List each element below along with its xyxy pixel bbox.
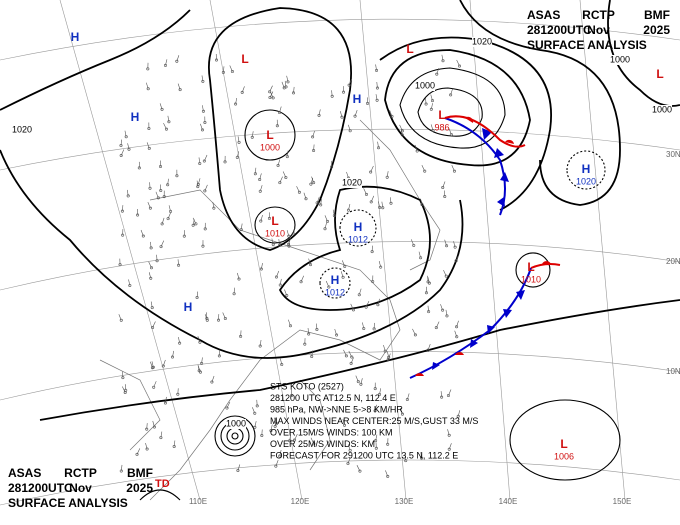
pressure-center-symbol: H [131,110,140,124]
isobar-label: 1000 [652,104,672,114]
storm-info-line: MAX WINDS NEAR CENTER:25 M/S,GUST 33 M/S [270,416,478,426]
header-text: RCTP [582,8,615,22]
pressure-center-symbol: L [241,52,248,66]
pressure-center-value: 986 [434,122,449,132]
pressure-center-symbol: L [527,260,534,274]
latitude-label: 20N [666,257,680,266]
header-text: RCTP [64,466,97,480]
isobar-label: 1000 [226,418,246,428]
pressure-center-symbol: L [560,437,567,451]
longitude-label: 140E [499,497,518,506]
latitude-label: 30N [666,150,680,159]
storm-info-line: OVER 15M/S WINDS: 100 KM [270,427,393,437]
longitude-label: 120E [291,497,310,506]
header-text: 281200UTC [527,23,592,37]
pressure-center-symbol: H [354,220,363,234]
pressure-center-value: 1012 [348,234,368,244]
pressure-center-symbol: L [271,214,278,228]
pressure-center-symbol: H [353,92,362,106]
pressure-center-value: 1010 [265,228,285,238]
pressure-center-symbol: H [331,273,340,287]
pressure-center-symbol: H [184,300,193,314]
pressure-center-symbol: L [406,42,413,56]
isobar-label: 1020 [12,124,32,134]
pressure-center-value: 1012 [325,287,345,297]
isobar-label: 1000 [415,80,435,90]
header-text: SURFACE ANALYSIS [8,496,128,510]
header-text: SURFACE ANALYSIS [527,38,647,52]
pressure-center-symbol: L [266,128,273,142]
pressure-center-value: 1006 [554,451,574,461]
pressure-center-symbol: H [582,162,591,176]
storm-info-line: 281200 UTC AT12.5 N, 112.4 E [270,393,396,403]
header-text: Nov [69,481,92,495]
pressure-center-value: 1020 [576,176,596,186]
pressure-center-symbol: H [71,30,80,44]
pressure-center-symbol: L [656,67,663,81]
pressure-center-value: 1000 [260,142,280,152]
pressure-center-value: 1010 [521,274,541,284]
header-text: 2025 [126,481,153,495]
storm-info-line: FORECAST FOR 291200 UTC 13.5 N, 112.2 E [270,450,458,460]
header-text: BMF [644,8,670,22]
header-text: ASAS [527,8,560,22]
latitude-label: 10N [666,367,680,376]
header-text: BMF [127,466,153,480]
storm-info-line: OVER 25M/S WINDS: KM [270,439,375,449]
pressure-center-symbol: L [438,108,445,122]
header-text: 2025 [643,23,670,37]
storm-info-line: STS KOTO (2527) [270,381,344,391]
isobar-label: 1020 [472,36,492,46]
header-text: Nov [587,23,610,37]
storm-label: TD [155,478,170,490]
header-text: 281200UTC [8,481,73,495]
longitude-label: 150E [613,497,632,506]
isobar-label: 1000 [610,54,630,64]
longitude-label: 110E [189,497,207,506]
isobar-label: 1020 [342,177,362,187]
storm-info-line: 985 hPa, NW->NNE 5->8 KM/HR [270,404,403,414]
longitude-label: 130E [395,497,414,506]
header-text: ASAS [8,466,41,480]
